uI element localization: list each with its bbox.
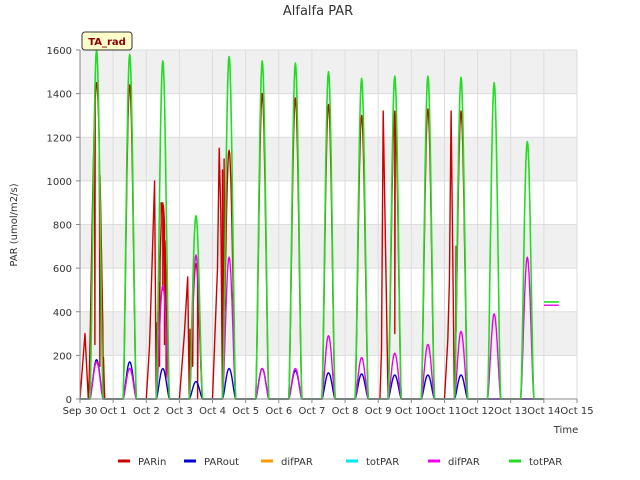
x-tick-label: Oct 12 <box>461 406 494 417</box>
legend-item: PARin <box>118 457 166 468</box>
x-tick-label: Oct 14 <box>527 406 560 417</box>
x-tick-label: Oct 6 <box>265 406 292 417</box>
legend-item: totPAR <box>346 457 399 468</box>
x-tick-label: Oct 4 <box>199 406 226 417</box>
x-axis-title: Time <box>553 425 578 436</box>
x-tick-label: Oct 10 <box>395 406 428 417</box>
x-tick-label: Oct 1 <box>100 406 127 417</box>
x-tick-label: Oct 8 <box>332 406 359 417</box>
chart-title: Alfalfa PAR <box>283 4 353 19</box>
legend-item: PARout <box>184 457 239 468</box>
y-tick-label: 800 <box>53 221 72 232</box>
x-tick-label: Oct 11 <box>428 406 461 417</box>
legend-label: totPAR <box>366 457 399 468</box>
y-tick-label: 200 <box>53 351 72 362</box>
legend-item: totPAR <box>509 457 562 468</box>
x-tick-label: Oct 15 <box>560 406 593 417</box>
y-axis-title: PAR (umol/m2/s) <box>9 183 20 266</box>
legend-item: difPAR <box>428 457 480 468</box>
legend-label: PARout <box>204 457 239 468</box>
y-tick-label: 400 <box>53 308 72 319</box>
legend-label: PARin <box>138 457 166 468</box>
x-tick-label: Oct 7 <box>299 406 326 417</box>
x-tick-label: Sep 30 <box>63 406 98 417</box>
x-tick-label: Oct 2 <box>133 406 160 417</box>
x-tick-label: Oct 9 <box>365 406 392 417</box>
legend: PARin PARout difPAR totPAR difPAR totPAR <box>118 457 562 468</box>
x-tick-label: Oct 3 <box>166 406 193 417</box>
y-tick-label: 0 <box>66 395 72 406</box>
legend-label: totPAR <box>529 457 562 468</box>
annotation-tag: TA_rad <box>81 31 133 51</box>
legend-item: difPAR <box>261 457 313 468</box>
annotation-label: TA_rad <box>88 37 126 48</box>
x-tick-label: Oct 5 <box>232 406 259 417</box>
y-tick-label: 1000 <box>47 177 72 188</box>
legend-label: difPAR <box>448 457 480 468</box>
background-band <box>80 137 577 181</box>
x-tick-label: Oct 13 <box>494 406 527 417</box>
y-tick-label: 600 <box>53 264 72 275</box>
y-tick-label: 1200 <box>47 133 72 144</box>
y-tick-label: 1600 <box>47 46 72 57</box>
legend-label: difPAR <box>281 457 313 468</box>
series-tail <box>543 301 559 306</box>
background-band <box>80 311 577 356</box>
y-tick-label: 1400 <box>47 90 72 101</box>
